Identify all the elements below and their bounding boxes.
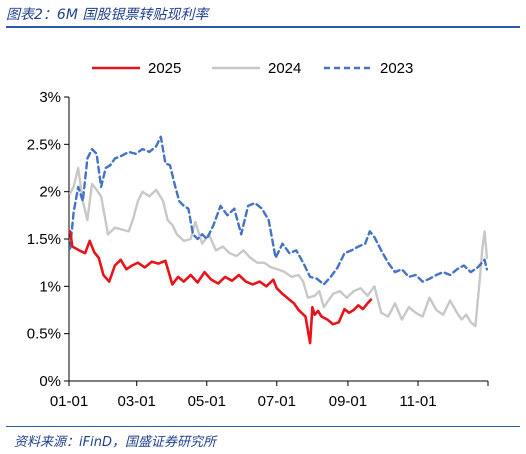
y-tick-label: 2.5% (27, 136, 61, 153)
legend-label-2023: 2023 (380, 60, 413, 77)
series-line-2023 (68, 135, 489, 286)
figure-caption: 图表2：6M 国股银票转贴现利率 (6, 7, 209, 23)
y-tick-label: 0.5% (27, 326, 61, 343)
source-rule (6, 426, 520, 427)
caption-rule (6, 26, 520, 28)
x-tick-label: 03-01 (118, 393, 156, 410)
y-tick-label: 3% (39, 89, 61, 106)
x-tick-label: 01-01 (50, 393, 88, 410)
y-axis: 0% 0.5% 1% 1.5% 2% 2.5% 3% (27, 89, 70, 390)
series-line-2024 (68, 166, 489, 328)
source-note: 资料来源：iFinD，国盛证券研究所 (14, 435, 216, 450)
x-tick-label: 11-01 (399, 393, 436, 410)
y-tick-label: 1.5% (27, 231, 61, 248)
legend-label-2025: 2025 (148, 60, 181, 77)
series-line-2025 (68, 230, 373, 345)
x-tick-label: 09-01 (329, 393, 367, 410)
y-tick-label: 1% (39, 278, 61, 295)
x-tick-label: 07-01 (258, 393, 296, 410)
chart-legend: 2025 2024 2023 (92, 60, 413, 77)
rate-line-chart: 0% 0.5% 1% 1.5% 2% 2.5% 3% 01-01 03-01 05-01 07-0… (27, 60, 489, 410)
x-axis: 01-01 03-01 05-01 07-01 09-01 11-01 (50, 380, 489, 410)
x-tick-label: 05-01 (188, 393, 226, 410)
y-tick-label: 0% (39, 373, 61, 390)
legend-label-2024: 2024 (268, 60, 301, 77)
series-lines (68, 135, 489, 345)
y-tick-label: 2% (39, 184, 61, 201)
